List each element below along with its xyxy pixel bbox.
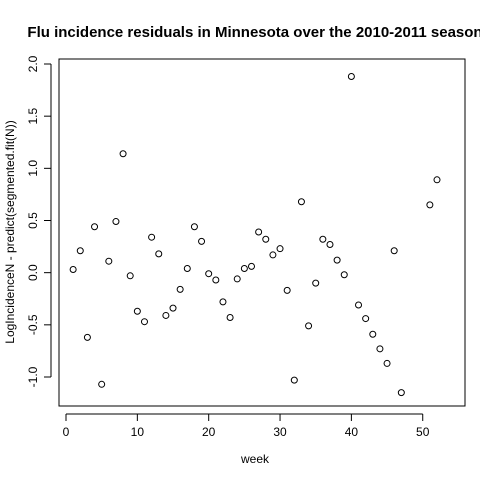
data-point bbox=[177, 286, 183, 292]
data-point bbox=[77, 248, 83, 254]
data-point bbox=[434, 177, 440, 183]
data-point bbox=[391, 248, 397, 254]
data-point bbox=[156, 251, 162, 257]
x-tick-label: 20 bbox=[202, 425, 216, 439]
data-point bbox=[249, 263, 255, 269]
data-point bbox=[298, 199, 304, 205]
data-point bbox=[206, 271, 212, 277]
data-point bbox=[334, 257, 340, 263]
data-point bbox=[348, 74, 354, 80]
chart-title: Flu incidence residuals in Minnesota ove… bbox=[27, 24, 480, 41]
data-point bbox=[277, 246, 283, 252]
data-point bbox=[370, 331, 376, 337]
data-point bbox=[227, 315, 233, 321]
data-point bbox=[191, 224, 197, 230]
y-tick-label: -0.5 bbox=[26, 314, 40, 335]
data-point bbox=[113, 219, 119, 225]
y-axis-label: LogIncidenceN - predict(segmented.fit(N)… bbox=[3, 120, 17, 343]
data-point bbox=[270, 252, 276, 258]
data-points bbox=[70, 74, 440, 396]
data-point bbox=[149, 234, 155, 240]
y-tick-label: 1.5 bbox=[26, 108, 40, 125]
data-point bbox=[170, 305, 176, 311]
y-tick-label: 1.0 bbox=[26, 160, 40, 177]
x-tick-label: 40 bbox=[345, 425, 359, 439]
data-point bbox=[427, 202, 433, 208]
data-point bbox=[127, 273, 133, 279]
data-point bbox=[327, 241, 333, 247]
data-point bbox=[320, 236, 326, 242]
data-point bbox=[241, 265, 247, 271]
data-point bbox=[377, 346, 383, 352]
data-point bbox=[256, 229, 262, 235]
data-point bbox=[341, 272, 347, 278]
data-point bbox=[184, 265, 190, 271]
data-point bbox=[92, 224, 98, 230]
x-tick-label: 10 bbox=[131, 425, 145, 439]
data-point bbox=[199, 238, 205, 244]
y-tick-label: 2.0 bbox=[26, 55, 40, 72]
data-point bbox=[363, 316, 369, 322]
data-point bbox=[384, 360, 390, 366]
x-tick-label: 50 bbox=[416, 425, 430, 439]
y-axis: -1.0 -0.5 0.0 0.5 1.0 1.5 2.0 bbox=[26, 55, 51, 387]
data-point bbox=[306, 323, 312, 329]
data-point bbox=[220, 299, 226, 305]
x-axis: 0 10 20 30 40 50 bbox=[63, 414, 430, 439]
y-tick-label: 0.5 bbox=[26, 212, 40, 229]
data-point bbox=[106, 258, 112, 264]
data-point bbox=[99, 381, 105, 387]
data-point bbox=[134, 308, 140, 314]
data-point bbox=[141, 319, 147, 325]
x-tick-label: 30 bbox=[273, 425, 287, 439]
data-point bbox=[163, 312, 169, 318]
y-tick-label: -1.0 bbox=[26, 366, 40, 387]
x-axis-label: week bbox=[240, 452, 270, 466]
data-point bbox=[356, 302, 362, 308]
data-point bbox=[263, 236, 269, 242]
data-point bbox=[120, 151, 126, 157]
data-point bbox=[234, 276, 240, 282]
data-point bbox=[84, 334, 90, 340]
y-tick-label: 0.0 bbox=[26, 264, 40, 281]
x-tick-label: 0 bbox=[63, 425, 70, 439]
data-point bbox=[291, 377, 297, 383]
data-point bbox=[398, 390, 404, 396]
data-point bbox=[313, 280, 319, 286]
data-point bbox=[284, 287, 290, 293]
data-point bbox=[70, 267, 76, 273]
data-point bbox=[213, 277, 219, 283]
